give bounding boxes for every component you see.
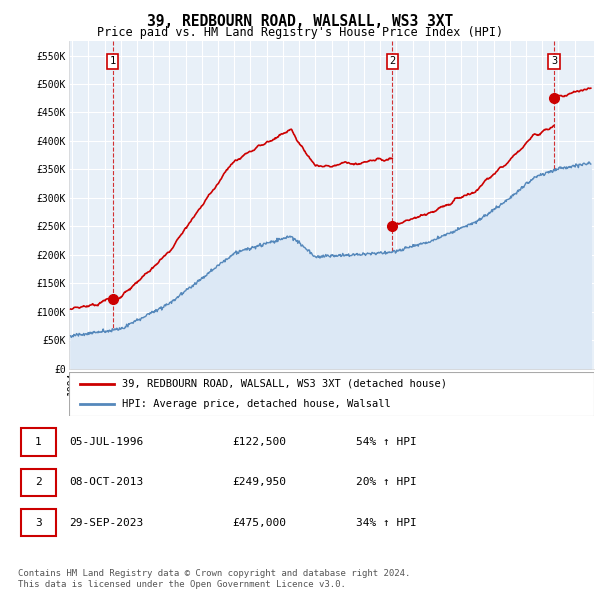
Text: 3: 3 [551, 56, 557, 66]
Text: 1: 1 [110, 56, 116, 66]
Text: 2: 2 [389, 56, 395, 66]
Text: 2: 2 [35, 477, 41, 487]
Text: HPI: Average price, detached house, Walsall: HPI: Average price, detached house, Wals… [121, 399, 390, 409]
Text: 39, REDBOURN ROAD, WALSALL, WS3 3XT: 39, REDBOURN ROAD, WALSALL, WS3 3XT [147, 14, 453, 28]
Text: 34% ↑ HPI: 34% ↑ HPI [356, 517, 417, 527]
Text: 29-SEP-2023: 29-SEP-2023 [69, 517, 143, 527]
FancyBboxPatch shape [69, 372, 594, 416]
Text: £475,000: £475,000 [232, 517, 286, 527]
Text: 1: 1 [35, 437, 41, 447]
Text: 54% ↑ HPI: 54% ↑ HPI [356, 437, 417, 447]
Text: £122,500: £122,500 [232, 437, 286, 447]
FancyBboxPatch shape [21, 428, 56, 455]
Text: Price paid vs. HM Land Registry's House Price Index (HPI): Price paid vs. HM Land Registry's House … [97, 26, 503, 39]
FancyBboxPatch shape [21, 509, 56, 536]
Text: Contains HM Land Registry data © Crown copyright and database right 2024.
This d: Contains HM Land Registry data © Crown c… [18, 569, 410, 589]
Text: 08-OCT-2013: 08-OCT-2013 [69, 477, 143, 487]
FancyBboxPatch shape [21, 468, 56, 496]
Text: 05-JUL-1996: 05-JUL-1996 [69, 437, 143, 447]
Text: 3: 3 [35, 517, 41, 527]
Text: 20% ↑ HPI: 20% ↑ HPI [356, 477, 417, 487]
Text: £249,950: £249,950 [232, 477, 286, 487]
Text: 39, REDBOURN ROAD, WALSALL, WS3 3XT (detached house): 39, REDBOURN ROAD, WALSALL, WS3 3XT (det… [121, 379, 446, 389]
